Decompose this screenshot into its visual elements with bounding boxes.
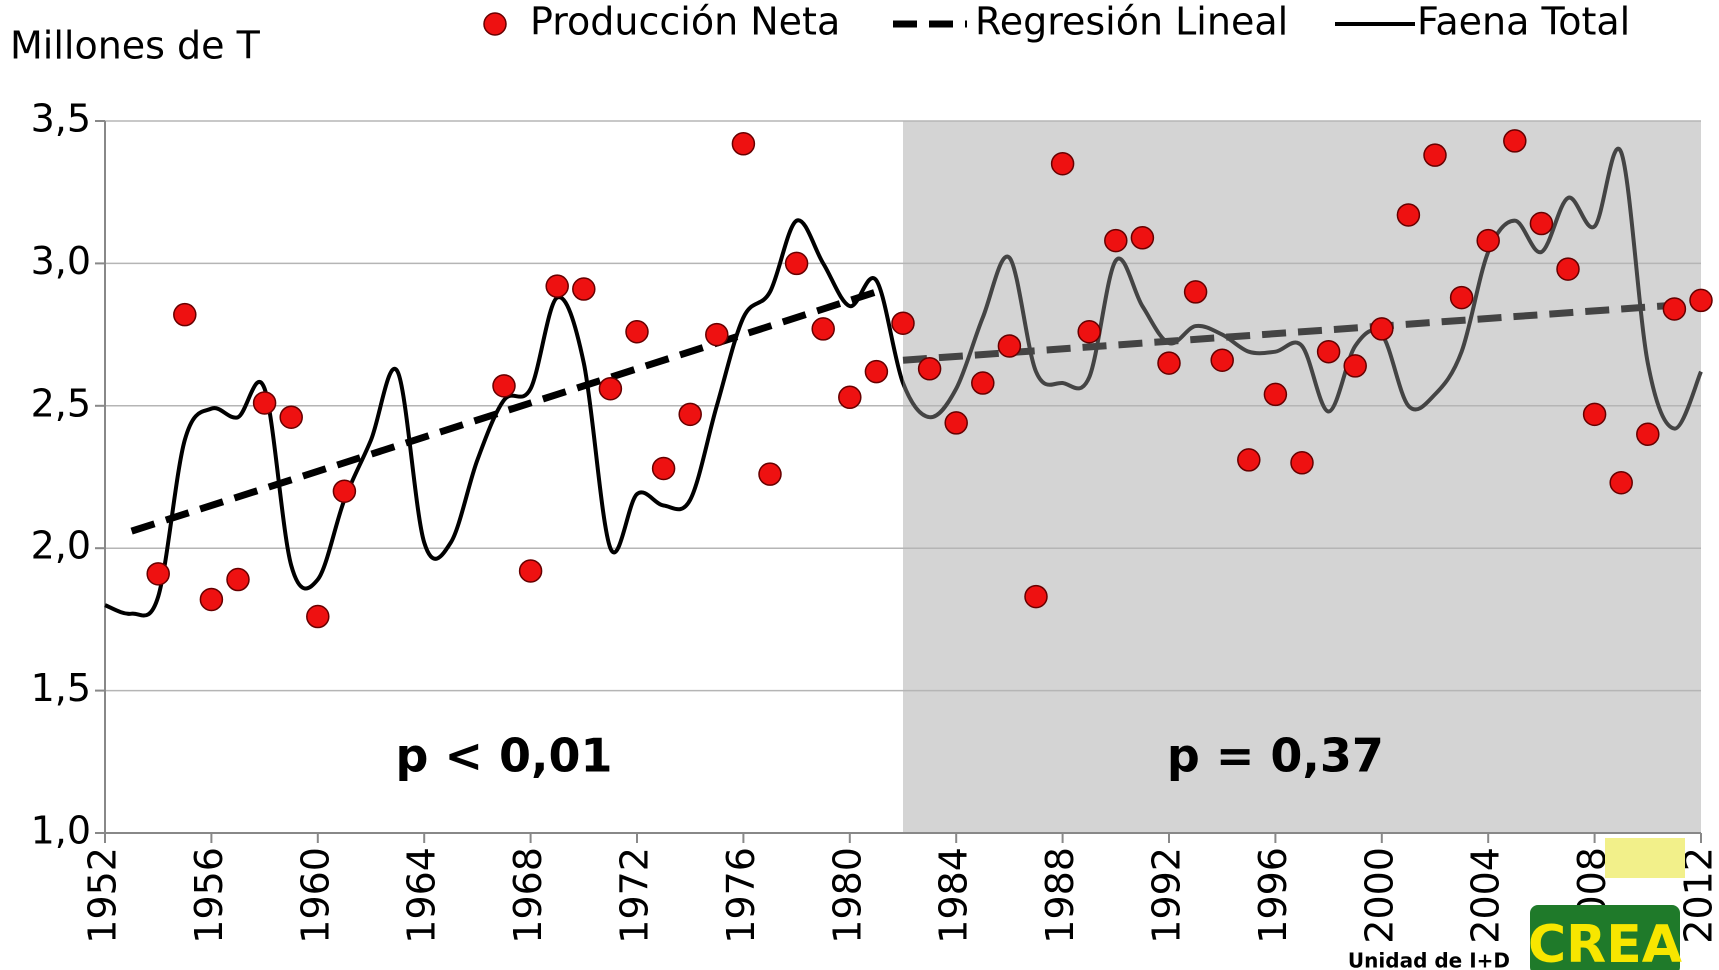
legend-label: Regresión Lineal — [975, 0, 1288, 44]
logo-caption: Unidad de I+D — [1348, 949, 1510, 970]
point — [971, 371, 995, 395]
x-tick-label: 1960 — [293, 847, 337, 944]
point — [1609, 470, 1633, 495]
point — [1050, 151, 1075, 176]
point — [1556, 257, 1580, 281]
point — [1476, 228, 1500, 253]
x-tick-label: 1992 — [1145, 847, 1189, 944]
point — [1130, 226, 1155, 250]
point — [784, 251, 809, 276]
shaded-region — [903, 121, 1701, 833]
point — [545, 274, 569, 298]
x-tick-label: 2004 — [1464, 847, 1508, 944]
x-tick-label: 1972 — [613, 847, 657, 944]
x-tick-label: 1984 — [932, 847, 976, 944]
logo-back — [1605, 838, 1685, 878]
point — [1582, 402, 1607, 427]
point — [838, 385, 862, 410]
x-tick-label: 1976 — [719, 847, 763, 944]
x-tick-label: 1988 — [1038, 847, 1082, 944]
point — [518, 559, 543, 583]
y-tick-label: 2,5 — [31, 381, 91, 425]
y-tick-label: 1,0 — [31, 809, 91, 853]
regression-line — [902, 299, 1702, 364]
legend-label: Faena Total — [1417, 0, 1630, 44]
point — [1210, 348, 1234, 372]
point — [678, 402, 702, 427]
point — [598, 376, 623, 401]
y-tick-label: 3,0 — [31, 239, 91, 283]
annotation: p = 0,37 — [1167, 728, 1384, 782]
y-tick-label: 2,0 — [31, 524, 91, 568]
point — [1529, 211, 1554, 236]
point — [199, 587, 224, 612]
point — [1662, 297, 1687, 321]
point — [625, 320, 649, 344]
point — [1343, 354, 1367, 378]
regression-line — [130, 288, 878, 535]
point — [944, 411, 968, 435]
point — [1024, 584, 1048, 609]
point — [173, 302, 197, 327]
legend-marker — [483, 12, 507, 36]
point — [332, 479, 357, 503]
point — [226, 567, 250, 592]
logo-text: CREA — [1528, 915, 1682, 970]
x-tick-label: 1956 — [187, 847, 231, 944]
point — [279, 405, 303, 429]
y-tick-label: 1,5 — [31, 666, 91, 710]
y-tick-label: 3,5 — [31, 97, 91, 141]
point — [1689, 288, 1713, 313]
point — [891, 311, 915, 335]
point — [1636, 422, 1660, 447]
point — [705, 322, 729, 347]
point — [1370, 317, 1394, 341]
point — [1077, 320, 1101, 344]
x-tick-label: 1968 — [506, 847, 550, 944]
y-axis-label: Millones de T — [10, 24, 261, 68]
point — [864, 359, 889, 384]
point — [492, 374, 516, 398]
point — [252, 391, 277, 415]
point — [1157, 351, 1181, 375]
logo: CREA Unidad de I+D — [1348, 838, 1685, 970]
point — [917, 357, 942, 381]
point — [1104, 228, 1128, 253]
point — [1423, 143, 1447, 167]
point — [997, 334, 1022, 358]
logo-box — [1530, 905, 1680, 970]
point — [1503, 129, 1527, 153]
point — [306, 604, 330, 629]
point — [1396, 203, 1421, 227]
point — [1237, 448, 1261, 472]
x-tick-label: 2000 — [1357, 847, 1401, 944]
point — [1316, 339, 1341, 364]
point — [651, 456, 676, 481]
legend-label: Producción Neta — [530, 0, 840, 44]
x-tick-label: 1980 — [825, 847, 869, 944]
point — [811, 317, 835, 341]
point — [146, 562, 170, 586]
point — [1263, 382, 1288, 407]
point — [1449, 285, 1474, 310]
x-tick-label: 1952 — [81, 847, 125, 944]
annotation: p < 0,01 — [396, 728, 613, 782]
point — [572, 277, 596, 301]
line — [104, 146, 1703, 618]
point — [731, 132, 756, 156]
x-tick-label: 1964 — [400, 847, 444, 944]
point — [1183, 280, 1208, 304]
point — [758, 462, 782, 486]
point — [1290, 451, 1314, 475]
x-tick-label: 1996 — [1251, 847, 1295, 944]
